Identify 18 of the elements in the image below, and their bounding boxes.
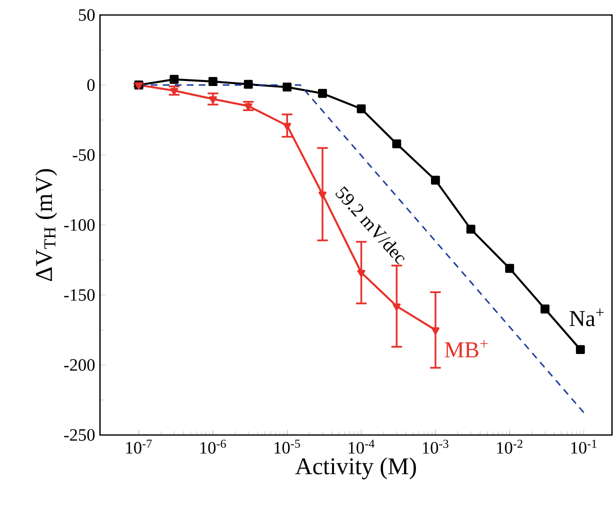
y-tick-label: 0 (87, 79, 95, 91)
y-axis-title: ΔV$_{TH}$ (mV) (35, 169, 58, 281)
x-axis-title: Activity (M) (295, 458, 416, 480)
y-tick-label: -150 (64, 289, 95, 301)
x-tick-label: 10$^{-7}$ (126, 440, 152, 454)
x-tick-label: 10$^{-2}$ (497, 440, 522, 454)
y-tick-label: 50 (78, 9, 95, 21)
series-label: MB$^{+}$ (444, 340, 488, 358)
series-label: Na$^{+}$ (570, 308, 604, 326)
y-tick-label: -50 (72, 149, 95, 161)
y-tick-label: -100 (64, 219, 95, 231)
y-tick-label: -200 (64, 359, 95, 371)
x-tick-label: 10$^{-5}$ (274, 440, 300, 454)
y-tick-label: -250 (64, 429, 95, 441)
x-tick-label: 10$^{-6}$ (200, 440, 226, 454)
x-tick-label: 10$^{-3}$ (422, 440, 448, 454)
x-tick-label: 10$^{-4}$ (348, 440, 374, 454)
x-tick-label: 10$^{-1}$ (571, 440, 596, 454)
